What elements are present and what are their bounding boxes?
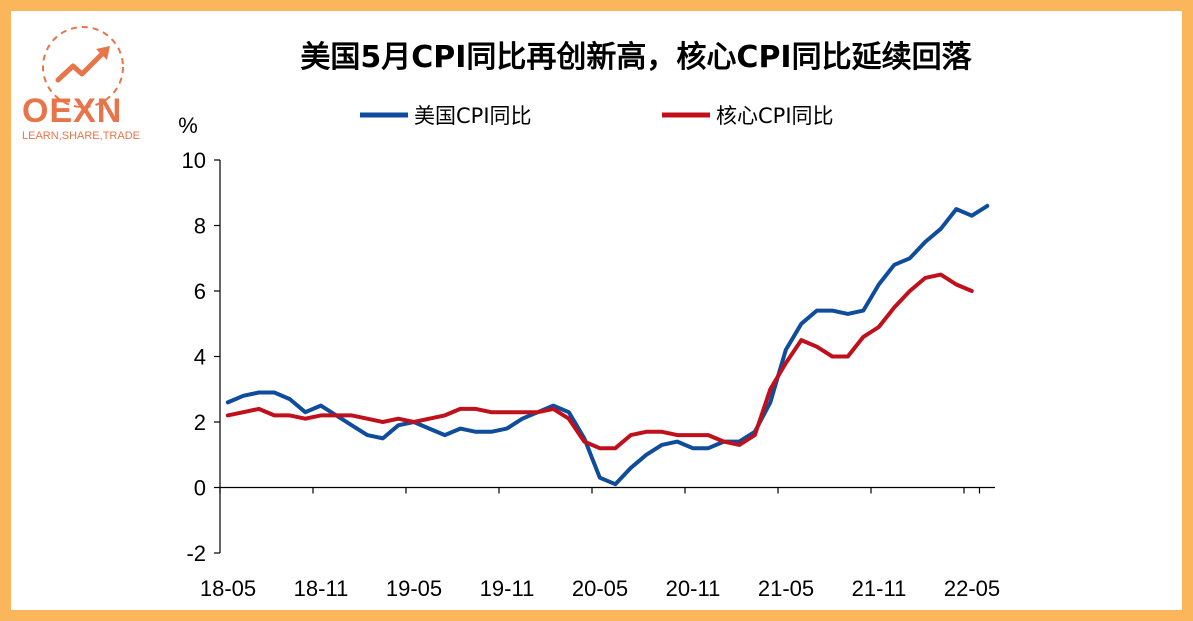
legend-label-1: 美国CPI同比	[414, 104, 532, 128]
y-tick-label: 10	[182, 148, 206, 173]
x-tick-label: 18-11	[294, 576, 349, 601]
x-tick-label: 21-05	[758, 576, 814, 601]
x-tick-label: 20-05	[572, 576, 628, 601]
x-tick-label: 20-11	[666, 576, 721, 601]
y-tick-label: 2	[194, 410, 206, 435]
brand-tagline: LEARN,SHARE,TRADE	[22, 130, 140, 142]
x-tick-label: 22-05	[944, 576, 1000, 601]
y-tick-label: 6	[194, 279, 206, 304]
series-line-1	[225, 203, 990, 487]
y-tick-label: -2	[186, 541, 206, 566]
y-tick-label: 8	[194, 214, 206, 239]
y-tick-label: 0	[194, 476, 206, 501]
y-axis-unit: %	[178, 113, 198, 138]
chart-title: 美国5月CPI同比再创新高，核心CPI同比延续回落	[300, 40, 972, 75]
brand-logo-icon	[42, 26, 124, 108]
legend-label-2: 核心CPI同比	[716, 104, 834, 128]
series-line-2	[225, 272, 974, 451]
x-tick-label: 19-11	[480, 576, 535, 601]
brand-name: OEXN	[22, 92, 123, 130]
y-tick-label: 4	[194, 345, 206, 370]
x-tick-label: 19-05	[386, 576, 442, 601]
x-tick-label: 21-11	[852, 576, 907, 601]
x-tick-label: 18-05	[200, 576, 256, 601]
